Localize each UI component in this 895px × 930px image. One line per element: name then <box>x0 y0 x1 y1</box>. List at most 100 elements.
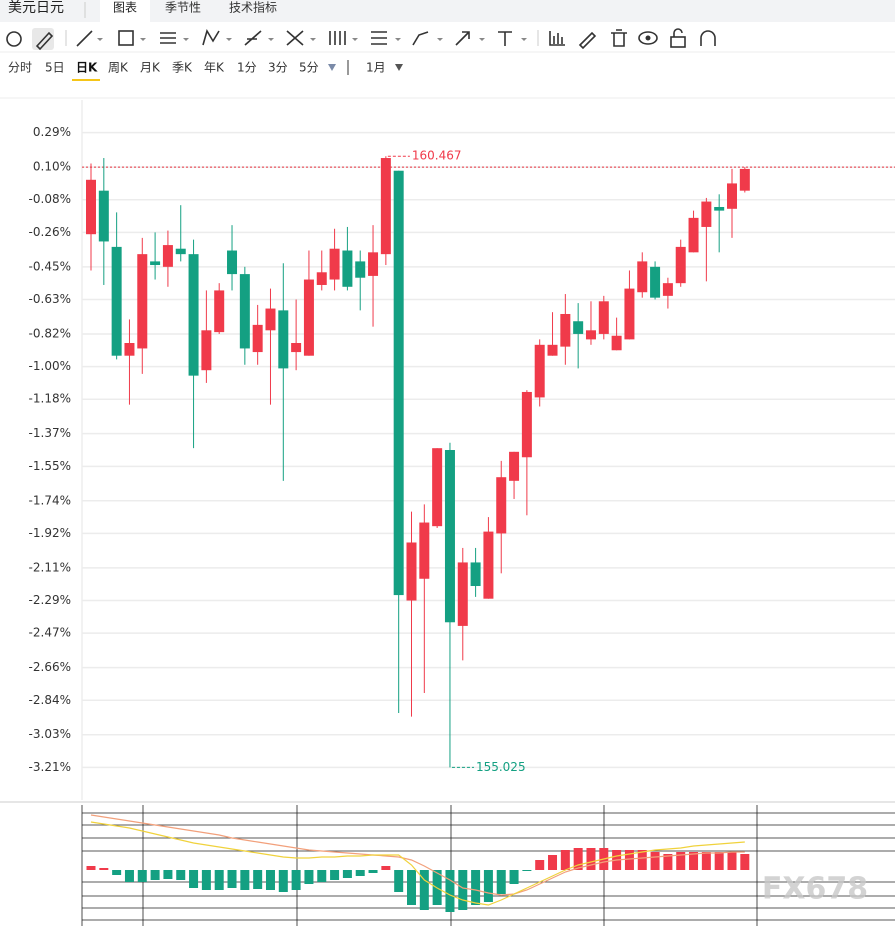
dropdown[interactable] <box>395 64 403 71</box>
tool-icon <box>673 28 683 37</box>
candle-body <box>727 183 737 209</box>
dropdown[interactable] <box>328 64 336 71</box>
tool-icon[interactable] <box>455 31 470 46</box>
y-tick-label: -0.45% <box>29 259 71 273</box>
histogram-bar <box>445 870 455 912</box>
dropdown[interactable] <box>395 38 401 41</box>
candle-body <box>534 344 545 398</box>
candle-body <box>162 245 173 267</box>
histogram-bar <box>278 870 288 892</box>
histogram-bar <box>740 854 750 870</box>
dropdown[interactable] <box>268 38 274 41</box>
histogram-bar <box>624 850 634 870</box>
histogram-bar <box>573 848 583 870</box>
candle-body <box>470 562 481 587</box>
tool-icon[interactable] <box>160 32 176 44</box>
histogram-bar <box>253 870 263 889</box>
tool-icon[interactable] <box>611 29 627 47</box>
timeframe[interactable]: 月K <box>140 61 161 75</box>
timeframe[interactable]: 分时 <box>8 61 32 75</box>
histogram-bar <box>637 850 647 870</box>
histogram-bar <box>368 870 378 873</box>
tool-icon[interactable] <box>498 31 512 46</box>
histogram-bar <box>483 870 493 902</box>
candle-body <box>637 261 648 293</box>
indicator-panel <box>81 805 895 926</box>
dropdown[interactable] <box>140 38 146 41</box>
candle-body <box>662 283 673 296</box>
candle-body <box>214 290 225 333</box>
dropdown[interactable] <box>437 38 443 41</box>
tab[interactable]: 图表 <box>113 1 137 15</box>
timeframe[interactable]: 周K <box>108 61 129 75</box>
histogram-bar <box>714 852 724 870</box>
tool-icon[interactable] <box>638 31 658 45</box>
dropdown[interactable] <box>97 38 103 41</box>
candle-body <box>521 391 532 458</box>
tool-icon[interactable] <box>286 30 304 46</box>
period[interactable]: 1月 <box>366 61 386 75</box>
timeframe[interactable]: 年K <box>204 61 225 75</box>
tool-icon[interactable] <box>549 31 565 46</box>
tool-icon[interactable] <box>329 31 346 45</box>
tool-icon[interactable] <box>202 29 220 46</box>
candle-body <box>406 542 417 601</box>
tool-icon[interactable] <box>670 36 686 48</box>
histogram-bar <box>355 870 365 876</box>
histogram-bar <box>163 870 173 879</box>
tool-icon[interactable] <box>76 30 93 47</box>
dropdown[interactable] <box>310 38 316 41</box>
dropdown[interactable] <box>226 38 232 41</box>
histogram-bar <box>381 866 391 870</box>
candle-body <box>265 308 276 331</box>
timeframe[interactable]: 5分 <box>299 61 319 75</box>
histogram-bar <box>663 854 673 870</box>
dropdown[interactable] <box>352 38 358 41</box>
dropdown[interactable] <box>521 38 527 41</box>
tool-icon[interactable] <box>412 31 429 46</box>
watermark: FX678 <box>762 872 868 907</box>
tab[interactable]: 季节性 <box>165 1 201 15</box>
histogram-bar <box>201 870 211 890</box>
tool-icon[interactable] <box>118 30 134 46</box>
min-label: 155.025 <box>476 760 526 774</box>
candle-body <box>444 450 455 623</box>
tool-icon[interactable] <box>700 30 716 46</box>
y-tick-label: -1.00% <box>29 359 71 373</box>
candle-body <box>239 274 250 349</box>
tool-icon[interactable] <box>578 31 597 50</box>
histogram-bar <box>304 870 314 884</box>
tool-icon[interactable] <box>244 30 262 46</box>
dropdown[interactable] <box>183 38 189 41</box>
candle-body <box>86 179 96 235</box>
toolbar <box>6 28 716 51</box>
candle-body <box>509 451 520 481</box>
timeframe[interactable]: 1分 <box>237 61 257 75</box>
tool-icon[interactable] <box>35 31 54 51</box>
y-tick-label: -2.47% <box>29 626 71 640</box>
histogram-bar <box>689 852 699 870</box>
active-underline <box>72 79 100 81</box>
histogram-bar <box>701 852 711 870</box>
tool-icon[interactable] <box>371 31 387 45</box>
histogram-bar <box>150 870 160 880</box>
histogram-bar <box>650 852 660 870</box>
candle-body <box>150 261 161 266</box>
timeframe[interactable]: 3分 <box>268 61 288 75</box>
y-tick-label: -2.84% <box>29 693 71 707</box>
histogram-bar <box>727 852 737 870</box>
timeframe[interactable]: 5日 <box>45 61 65 75</box>
histogram-bar <box>496 870 506 894</box>
tab[interactable]: 技术指标 <box>229 0 277 15</box>
timeframe[interactable]: 季K <box>172 61 193 75</box>
tool-icon[interactable] <box>6 31 22 47</box>
dropdown[interactable] <box>479 38 485 41</box>
candle-body <box>111 246 122 356</box>
indicator-line <box>90 814 745 896</box>
candle-body <box>714 206 725 211</box>
timeframe[interactable]: 日K <box>76 61 98 75</box>
candle-body <box>598 301 609 334</box>
tool-icon <box>645 35 651 41</box>
histogram-bar <box>265 870 275 890</box>
